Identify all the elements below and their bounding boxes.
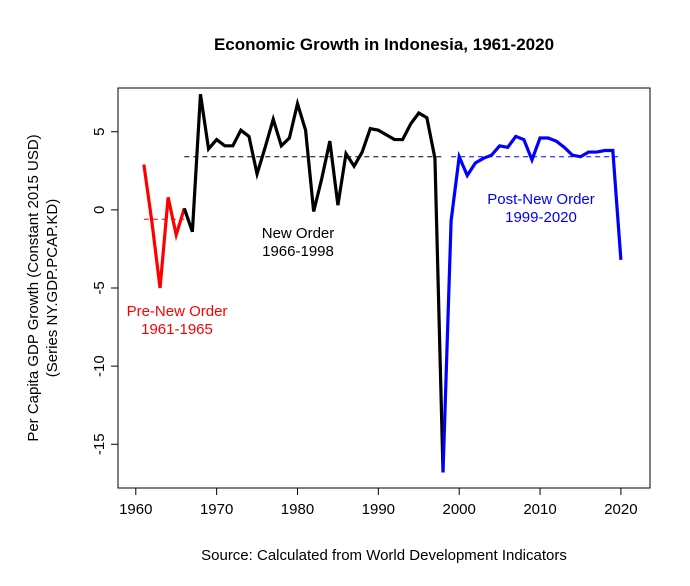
x-tick-label: 1970	[200, 501, 233, 518]
source-caption: Source: Calculated from World Developmen…	[201, 547, 567, 564]
label-post-new-order-2: 1999-2020	[505, 209, 577, 226]
label-pre-new-order-2: 1961-1965	[141, 321, 213, 338]
y-axis-label-line1: Per Capita GDP Growth (Constant 2015 USD…	[25, 134, 42, 441]
label-new-order-1: New Order	[262, 225, 335, 242]
x-tick-label: 1990	[362, 501, 395, 518]
x-tick-label: 1980	[281, 501, 314, 518]
post-new-order-series-line	[441, 134, 623, 473]
x-tick-label: 1960	[119, 501, 152, 518]
y-tick-label: -10	[91, 355, 108, 377]
y-tick-label: 0	[91, 206, 108, 214]
y-tick-label: 5	[91, 128, 108, 136]
new-order-series-line	[182, 94, 445, 473]
pre-new-order-series-line	[142, 164, 186, 289]
label-pre-new-order-1: Pre-New Order	[127, 303, 228, 320]
y-axis-label-line2: (Series NY.GDP.PCAP.KD)	[44, 199, 61, 377]
y-tick-label: -5	[91, 281, 108, 294]
x-tick-label: 2010	[523, 501, 556, 518]
chart-title: Economic Growth in Indonesia, 1961-2020	[214, 35, 554, 54]
x-tick-label: 2020	[604, 501, 637, 518]
label-new-order-2: 1966-1998	[262, 243, 334, 260]
x-tick-label: 2000	[443, 501, 476, 518]
y-tick-label: -15	[91, 433, 108, 455]
label-post-new-order-1: Post-New Order	[487, 191, 595, 208]
